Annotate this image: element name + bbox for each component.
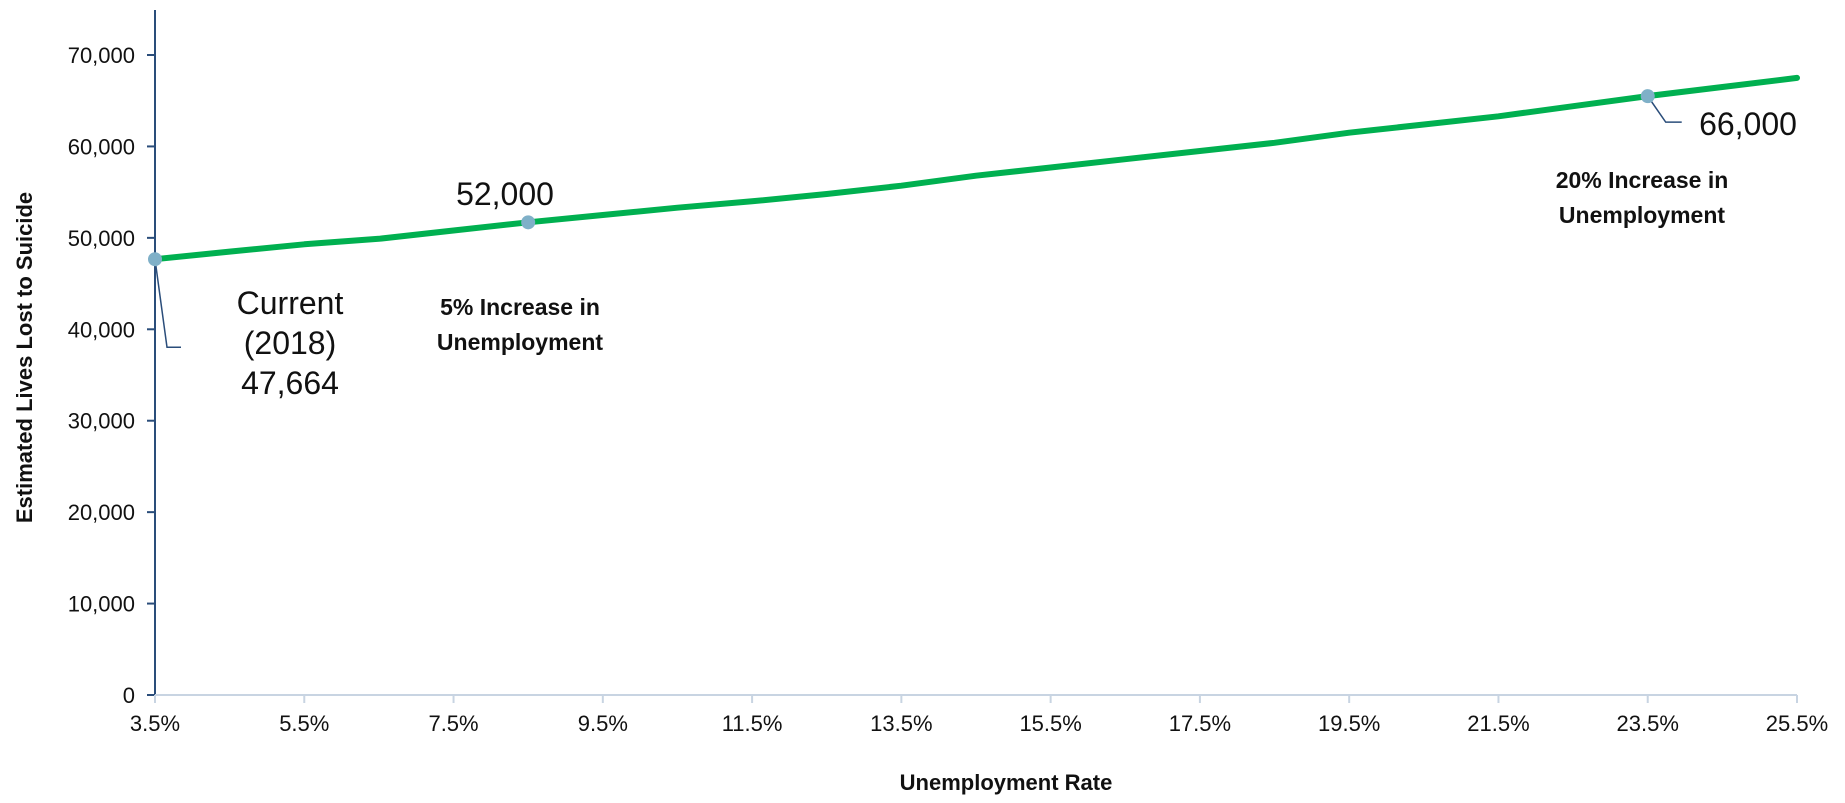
- point-caption: 20% Increase in Unemployment: [1556, 167, 1729, 228]
- y-tick-label: 60,000: [68, 134, 135, 159]
- x-tick-label: 21.5%: [1467, 711, 1529, 736]
- x-tick-label: 15.5%: [1019, 711, 1081, 736]
- y-tick-label: 0: [123, 683, 135, 708]
- current-value-label: Current (2018) 47,664: [237, 285, 344, 401]
- annotations: Current (2018) 47,664 52,000 5% Increase in U…: [237, 106, 1797, 401]
- y-axis-ticks: 0 10,000 20,000 30,000 40,000 50,000 60,000 70,…: [68, 43, 155, 708]
- y-tick-label: 30,000: [68, 409, 135, 434]
- y-tick-label: 70,000: [68, 43, 135, 68]
- y-tick-label: 40,000: [68, 317, 135, 342]
- x-tick-label: 13.5%: [870, 711, 932, 736]
- highlight-point-marker: [1640, 89, 1655, 104]
- y-tick-label: 20,000: [68, 500, 135, 525]
- y-tick-label: 10,000: [68, 592, 135, 617]
- value-label: 52,000: [456, 176, 554, 212]
- y-axis-title: Estimated Lives Lost to Suicide: [12, 192, 37, 523]
- x-axis-title: Unemployment Rate: [900, 770, 1113, 795]
- x-tick-label: 17.5%: [1169, 711, 1231, 736]
- x-tick-label: 25.5%: [1766, 711, 1828, 736]
- leader-line: [154, 259, 181, 348]
- x-tick-label: 3.5%: [130, 711, 180, 736]
- x-tick-label: 9.5%: [578, 711, 628, 736]
- series-line: [152, 74, 1800, 263]
- leader-line: [1647, 95, 1682, 123]
- x-tick-label: 23.5%: [1617, 711, 1679, 736]
- value-label: 66,000: [1699, 106, 1797, 142]
- highlight-point-marker: [521, 215, 536, 230]
- x-tick-label: 7.5%: [428, 711, 478, 736]
- x-axis-ticks: 3.5% 5.5% 7.5% 9.5% 11.5% 13.5% 15.5% 17.5% 19.5…: [130, 695, 1828, 736]
- annotation-leader-lines: [154, 95, 1682, 348]
- x-tick-label: 5.5%: [279, 711, 329, 736]
- y-tick-label: 50,000: [68, 226, 135, 251]
- x-tick-label: 11.5%: [722, 711, 783, 736]
- highlight-point-marker: [148, 252, 162, 267]
- x-tick-label: 19.5%: [1318, 711, 1380, 736]
- highlight-markers: [148, 89, 1655, 267]
- point-caption: 5% Increase in Unemployment: [437, 294, 603, 355]
